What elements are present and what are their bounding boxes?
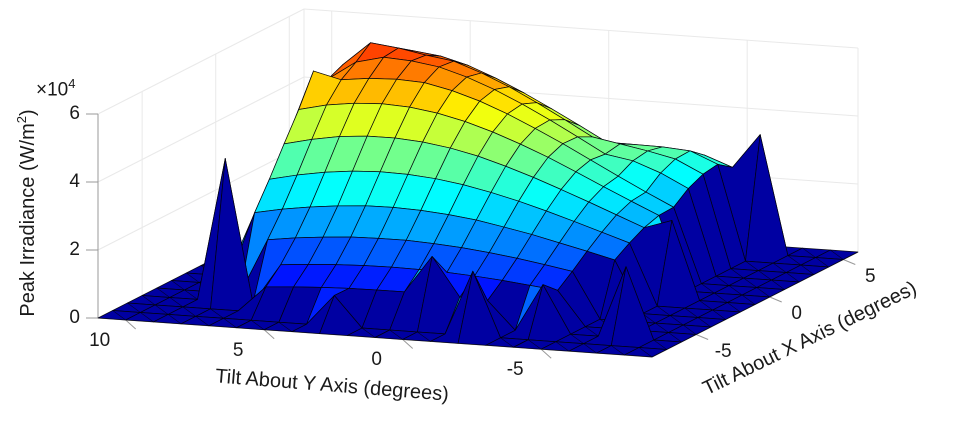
z-axis-label: Peak Irradiance (W/m2) — [14, 109, 40, 316]
z-tick-label: 4 — [69, 171, 80, 192]
z-tick-label: 6 — [69, 103, 80, 124]
x-tick-label: 5 — [232, 339, 244, 361]
x-tick-label: -5 — [506, 359, 524, 381]
z-axis-exponent: ×104 — [36, 76, 75, 101]
x-tick-label: 0 — [371, 349, 382, 371]
z-axis-exponent-superscript: 4 — [68, 76, 76, 91]
z-axis-label-text: Peak Irradiance (W/m — [16, 123, 39, 317]
y-tick-label: -5 — [714, 340, 732, 362]
y-tick-label: 0 — [791, 303, 802, 324]
z-axis-exponent-base: ×10 — [36, 79, 69, 101]
z-tick-label: 2 — [69, 239, 80, 260]
y-tick-label: 5 — [864, 265, 876, 287]
z-tick-label: 0 — [69, 307, 80, 328]
z-axis-label-superscript: 2 — [14, 116, 30, 124]
x-tick-label: 10 — [89, 329, 111, 351]
z-axis-label-close: ) — [16, 109, 39, 117]
